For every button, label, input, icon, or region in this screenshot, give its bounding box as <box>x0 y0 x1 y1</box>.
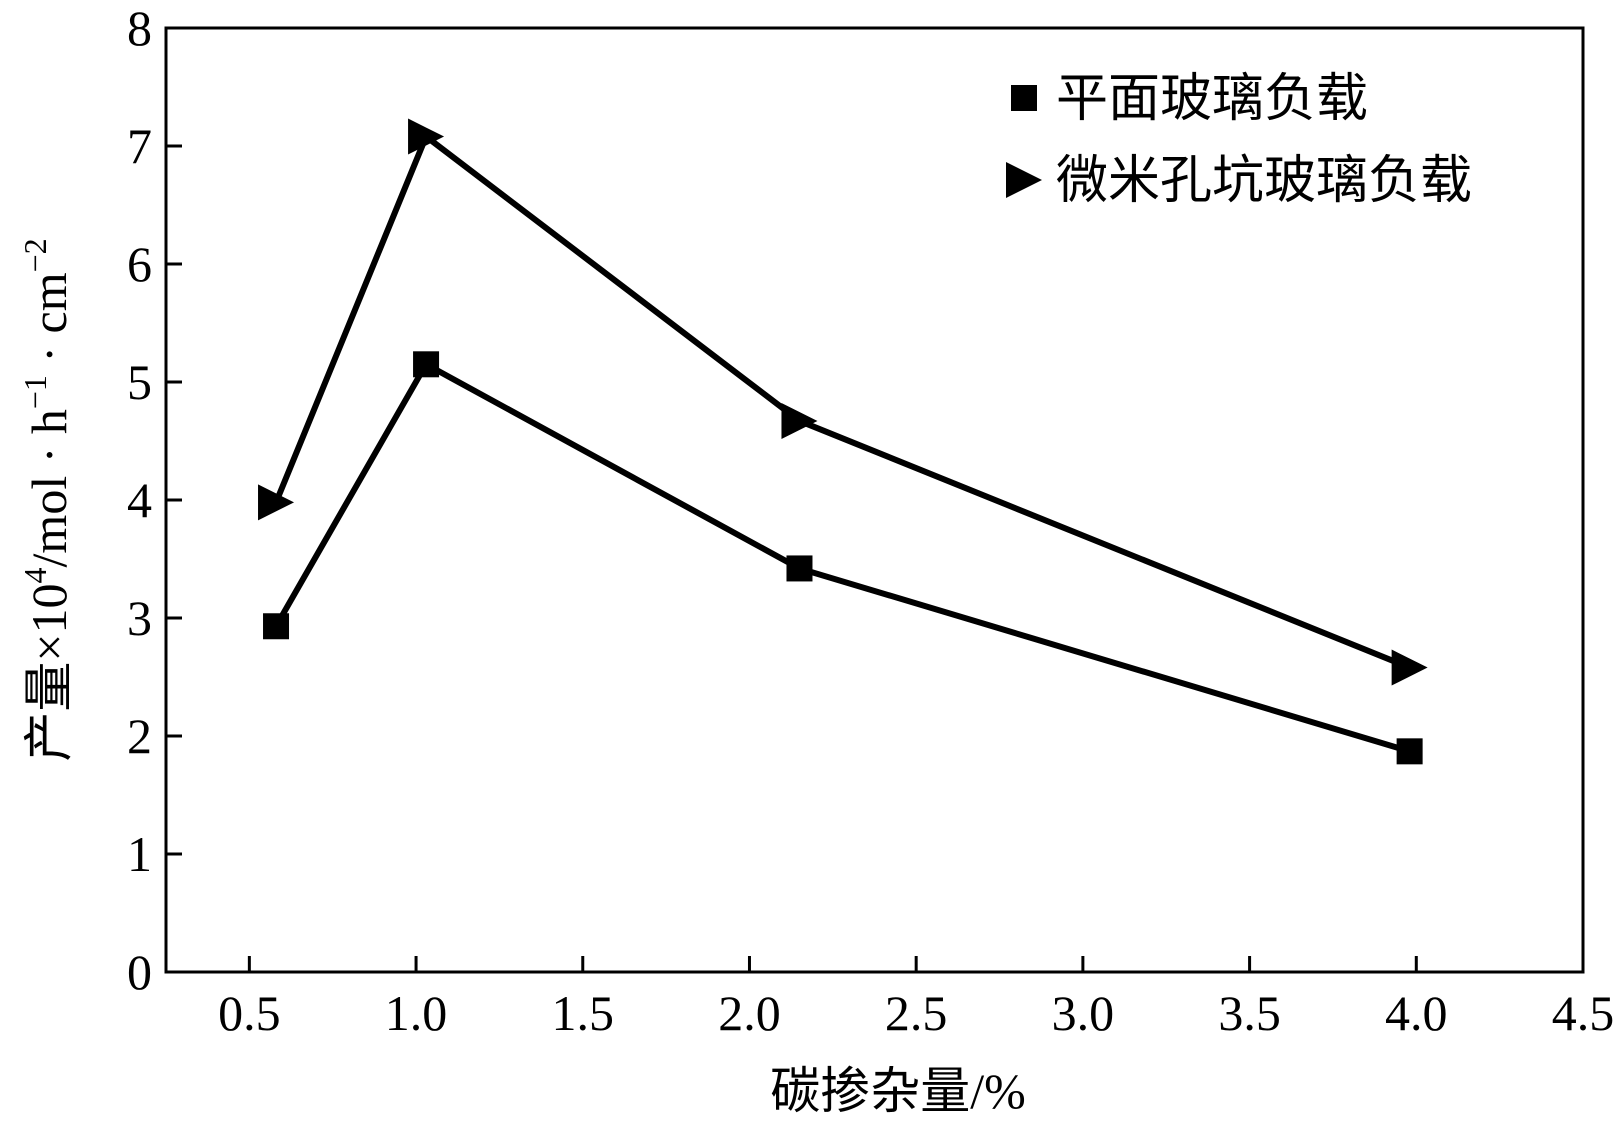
x-tick-label: 1.5 <box>552 985 615 1041</box>
y-tick-label: 6 <box>127 236 152 292</box>
data-point <box>786 555 813 582</box>
data-point <box>1391 649 1428 686</box>
y-tick-label: 5 <box>127 354 152 410</box>
data-point <box>258 484 295 521</box>
x-tick-label: 0.5 <box>218 985 281 1041</box>
data-point <box>263 613 290 640</box>
legend-label: 平面玻璃负载 <box>1056 69 1368 129</box>
y-title-mid-2: · cm <box>21 272 77 375</box>
x-tick-label: 3.5 <box>1218 985 1281 1041</box>
legend-item: 平面玻璃负载 <box>1011 69 1368 129</box>
y-tick-label: 0 <box>127 944 152 1000</box>
x-tick-label: 1.0 <box>385 985 448 1041</box>
y-title-mid-1: /mol · h <box>21 409 77 567</box>
series-line <box>273 360 1411 755</box>
x-axis-title: 碳掺杂量/% <box>770 1063 1026 1119</box>
y-title-sup-3: −2 <box>17 238 53 272</box>
legend-item: 微米孔坑玻璃负载 <box>1006 151 1472 211</box>
series-layer <box>258 118 1428 765</box>
x-tick-label: 3.0 <box>1052 985 1115 1041</box>
x-tick-label: 4.5 <box>1552 985 1615 1041</box>
legend-label: 微米孔坑玻璃负载 <box>1056 151 1472 211</box>
legend-marker <box>1011 85 1037 111</box>
data-point <box>408 118 445 155</box>
series-line <box>273 131 1411 671</box>
y-tick-label: 3 <box>127 590 152 646</box>
y-title-sup-2: −1 <box>17 375 53 409</box>
y-tick-label: 4 <box>127 472 152 528</box>
y-tick-label: 1 <box>127 826 152 882</box>
y-tick-label: 7 <box>127 118 152 174</box>
legend-marker <box>1006 162 1042 198</box>
x-axis: 0.5 1.0 1.5 2.0 2.5 3.0 3.5 4.0 4.5 <box>218 956 1614 1041</box>
x-tick-label: 2.5 <box>885 985 948 1041</box>
series-2 <box>258 118 1428 686</box>
data-point <box>781 402 818 439</box>
y-tick-label: 2 <box>127 708 152 764</box>
x-tick-label: 2.0 <box>718 985 781 1041</box>
data-point <box>1396 738 1423 765</box>
y-title-sup-1: 4 <box>17 567 53 583</box>
y-axis: 0 1 2 3 4 5 6 7 8 <box>127 0 182 1000</box>
data-point <box>413 351 440 378</box>
y-title-prefix: 产量×10 <box>21 583 77 761</box>
x-tick-label: 4.0 <box>1385 985 1448 1041</box>
y-axis-title: 产量×104/mol · h−1 · cm−2 <box>17 238 77 761</box>
y-tick-label: 8 <box>127 0 152 56</box>
series-1 <box>263 351 1423 765</box>
